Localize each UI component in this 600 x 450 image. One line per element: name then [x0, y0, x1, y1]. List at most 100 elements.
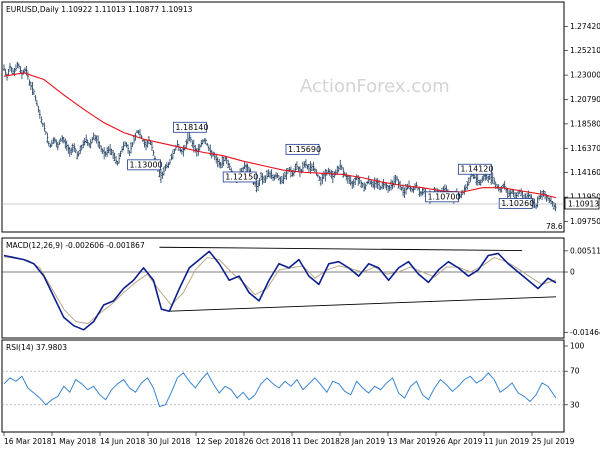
x-tick-label: 14 Jun 2018 [100, 437, 145, 446]
price-bar [342, 167, 345, 178]
price-bar [14, 64, 18, 72]
price-bar [110, 148, 113, 156]
price-bar [194, 145, 197, 153]
rsi-tick-label: 100 [570, 342, 585, 351]
ma-line [3, 72, 557, 199]
price-bar [340, 164, 343, 170]
rsi-line [3, 372, 557, 408]
price-bar [53, 137, 57, 144]
price-bar [173, 148, 176, 154]
price-bar [368, 180, 372, 185]
price-bar [300, 168, 303, 174]
price-bar [259, 172, 263, 180]
price-bar [138, 128, 142, 137]
price-bars [2, 61, 557, 212]
price-bar [159, 169, 163, 183]
price-bar [35, 99, 39, 106]
price-bar [11, 68, 15, 75]
price-bar [283, 171, 287, 180]
price-bar [76, 151, 79, 160]
price-annotation: 1.12150 [222, 171, 258, 183]
price-bar [218, 158, 221, 168]
x-tick-label: 1 May 2018 [52, 437, 96, 446]
price-bar [476, 174, 479, 186]
rsi-panel-frame [1, 339, 565, 433]
price-bar [117, 153, 121, 164]
rsi-tick-label: 70 [570, 367, 580, 376]
rsi-y-axis: 100 70 30 [2, 342, 585, 409]
price-bar [185, 139, 188, 149]
price-bar [86, 139, 89, 146]
price-bar [488, 174, 491, 180]
price-bar [90, 136, 94, 143]
price-panel-frame [1, 1, 565, 233]
price-bar [394, 174, 397, 184]
price-bar [397, 179, 400, 189]
price-tick-label: 1.11950 [570, 193, 600, 202]
price-bar [422, 188, 426, 195]
price-bar [349, 175, 352, 186]
price-bar [221, 156, 224, 168]
price-bar [70, 147, 73, 156]
price-bar [83, 137, 86, 146]
price-bar [466, 181, 469, 190]
price-bar [37, 105, 40, 113]
price-bar [312, 161, 315, 171]
macd-lines [3, 250, 557, 331]
price-bar [395, 175, 399, 182]
price-bar [182, 145, 185, 157]
price-bar [152, 149, 155, 156]
price-bar [282, 173, 285, 184]
price-bar [56, 141, 60, 151]
price-bar [82, 140, 85, 149]
price-bar [554, 203, 557, 212]
price-bar [119, 150, 122, 158]
price-bar [333, 171, 336, 178]
price-bar [467, 177, 471, 186]
price-bar [201, 139, 204, 145]
price-bar [386, 185, 390, 193]
price-tick-label: 1.09750 [570, 217, 600, 226]
price-bar [55, 139, 58, 148]
price-bar [180, 149, 184, 155]
price-bar [379, 185, 382, 190]
price-bar [295, 161, 299, 170]
x-axis: 16 Mar 2018 1 May 2018 14 Jun 2018 30 Jul 2… [3, 432, 575, 446]
price-annotation-label: 1.14120 [460, 165, 493, 174]
price-bar [325, 169, 329, 176]
macd-y-axis: 0.005114 0 -0.014647 [564, 246, 600, 337]
price-bar [374, 178, 378, 188]
price-bar [267, 169, 270, 178]
price-tick-label: 1.27420 [570, 22, 600, 31]
price-bar [485, 174, 488, 180]
rsi-lines [3, 372, 557, 408]
price-bar [61, 135, 64, 143]
x-tick-label: 26 Oct 2018 [244, 437, 291, 446]
x-tick-label: 12 Sep 2018 [196, 437, 244, 446]
price-bar [64, 138, 67, 149]
price-bar [304, 159, 308, 169]
price-bar [478, 179, 481, 186]
price-bar [79, 145, 82, 155]
price-bar [464, 184, 468, 192]
price-bar [228, 163, 231, 170]
macd-title: MACD(12,26,9) -0.002606 -0.001867 [6, 241, 145, 250]
price-bar [40, 116, 43, 124]
price-annotation-label: 1.12150 [225, 172, 258, 181]
price-bar [346, 175, 349, 184]
price-bar [391, 180, 394, 190]
price-bar [549, 196, 553, 205]
price-bar [265, 169, 269, 179]
price-bar [419, 191, 423, 197]
price-bar [274, 172, 278, 179]
price-bar [268, 170, 272, 179]
price-annotation-label: 1.10700 [427, 192, 460, 201]
price-bar [216, 156, 219, 168]
price-bar [46, 132, 49, 144]
price-y-axis: 1.27420 1.25210 1.23000 1.20790 1.18580 1.163… [564, 22, 600, 226]
price-bar [348, 175, 351, 184]
price-bar [513, 191, 517, 198]
macd-line [3, 250, 557, 331]
price-bar [358, 177, 361, 184]
price-bar [38, 109, 42, 119]
